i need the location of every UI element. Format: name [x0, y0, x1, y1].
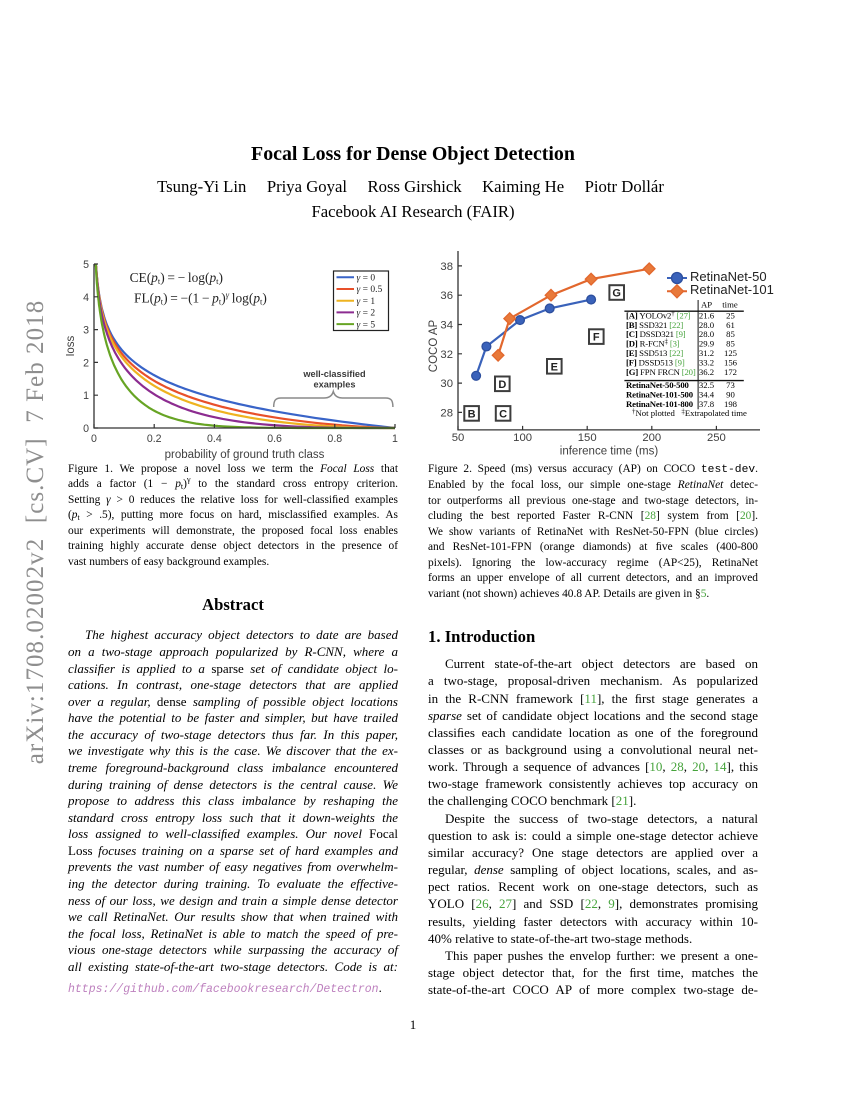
svg-text:28: 28 [440, 407, 453, 419]
svg-text:125: 125 [724, 348, 737, 358]
svg-text:85: 85 [726, 329, 735, 339]
svg-text:100: 100 [513, 432, 532, 444]
svg-text:RetinaNet-50: RetinaNet-50 [690, 269, 767, 284]
svg-text:0.8: 0.8 [327, 433, 342, 445]
svg-text:198: 198 [724, 399, 738, 409]
svg-text:RetinaNet-101-500: RetinaNet-101-500 [626, 390, 694, 400]
svg-text:34: 34 [440, 320, 453, 332]
svg-text:D: D [498, 379, 506, 391]
svg-text:28.0: 28.0 [699, 320, 715, 330]
svg-text:time: time [722, 299, 738, 309]
svg-text:32: 32 [440, 349, 453, 361]
svg-text:E: E [551, 361, 558, 373]
svg-text:[C] DSSD321 [9]: [C] DSSD321 [9] [626, 329, 686, 339]
svg-text:50: 50 [452, 432, 465, 444]
svg-text:B: B [468, 408, 476, 420]
svg-text:3: 3 [83, 325, 89, 337]
svg-text:31.2: 31.2 [699, 348, 714, 358]
svg-text:G: G [612, 288, 621, 300]
svg-text:2: 2 [83, 357, 89, 369]
svg-text:37.8: 37.8 [699, 399, 715, 409]
svg-text:36.2: 36.2 [699, 367, 714, 377]
svg-text:RetinaNet-101: RetinaNet-101 [690, 282, 774, 297]
svg-text:150: 150 [578, 432, 597, 444]
svg-text:0.2: 0.2 [147, 433, 162, 445]
svg-text:156: 156 [724, 358, 738, 368]
svg-text:inference time (ms): inference time (ms) [560, 446, 659, 458]
svg-text:γ = 2: γ = 2 [357, 309, 376, 319]
svg-text:well-classified: well-classified [302, 369, 365, 379]
svg-text:RetinaNet-101-800: RetinaNet-101-800 [626, 399, 694, 409]
svg-text:28.0: 28.0 [699, 329, 715, 339]
svg-text:34.4: 34.4 [699, 390, 715, 400]
svg-text:0: 0 [83, 423, 89, 435]
svg-text:21.6: 21.6 [699, 310, 715, 320]
svg-text:AP: AP [701, 299, 712, 309]
svg-text:loss: loss [66, 336, 77, 357]
svg-text:1: 1 [392, 433, 398, 445]
svg-text:172: 172 [724, 367, 737, 377]
svg-text:[E] SSD513 [22]: [E] SSD513 [22] [626, 348, 683, 358]
svg-text:73: 73 [726, 380, 735, 390]
svg-text:γ = 0: γ = 0 [357, 274, 376, 284]
svg-text:30: 30 [440, 378, 453, 390]
svg-text:29.9: 29.9 [699, 339, 714, 349]
svg-text:85: 85 [726, 339, 735, 349]
svg-text:0.6: 0.6 [267, 433, 282, 445]
svg-text:γ = 1: γ = 1 [357, 297, 376, 307]
svg-text:FL(pt) = −(1 − pt)γ log(pt): FL(pt) = −(1 − pt)γ log(pt) [134, 290, 267, 307]
svg-text:[G] FPN FRCN [20]: [G] FPN FRCN [20] [626, 367, 696, 377]
svg-text:36: 36 [440, 290, 453, 302]
svg-text:90: 90 [726, 390, 735, 400]
svg-text:C: C [499, 408, 507, 420]
svg-text:probability of ground truth cl: probability of ground truth class [165, 449, 325, 461]
svg-text:γ = 5: γ = 5 [357, 320, 376, 330]
svg-text:RetinaNet-50-500: RetinaNet-50-500 [626, 380, 690, 390]
svg-text:5: 5 [83, 259, 89, 271]
svg-text:examples: examples [314, 380, 356, 390]
svg-text:0.4: 0.4 [207, 433, 222, 445]
svg-text:†Not plotted ‡Extrapolated t: †Not plotted ‡Extrapolated time [632, 408, 747, 419]
svg-text:F: F [593, 332, 600, 344]
svg-text:33.2: 33.2 [699, 358, 714, 368]
svg-text:4: 4 [83, 292, 89, 304]
svg-text:γ = 0.5: γ = 0.5 [357, 285, 383, 295]
svg-text:250: 250 [707, 432, 726, 444]
svg-text:[B] SSD321 [22]: [B] SSD321 [22] [626, 320, 683, 330]
svg-text:[F] DSSD513 [9]: [F] DSSD513 [9] [626, 358, 685, 368]
svg-text:0: 0 [91, 433, 97, 445]
svg-text:61: 61 [726, 320, 735, 330]
svg-text:38: 38 [440, 261, 453, 273]
svg-text:1: 1 [83, 390, 89, 402]
svg-text:32.5: 32.5 [699, 380, 714, 390]
svg-text:[D] R-FCN‡ [3]: [D] R-FCN‡ [3] [626, 338, 680, 349]
svg-text:CE(pt) = − log(pt): CE(pt) = − log(pt) [130, 270, 223, 286]
svg-text:25: 25 [726, 310, 735, 320]
svg-text:COCO AP: COCO AP [428, 319, 440, 372]
svg-text:200: 200 [642, 432, 661, 444]
svg-text:[A] YOLOv2† [27]: [A] YOLOv2† [27] [626, 309, 691, 320]
